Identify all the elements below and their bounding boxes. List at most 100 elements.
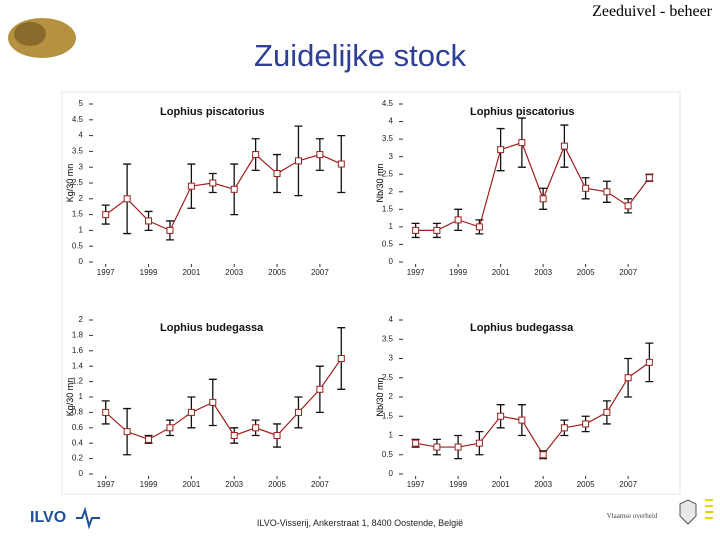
data-point [230, 432, 238, 439]
data-point [454, 216, 462, 224]
data-point [624, 374, 632, 382]
data-point [624, 202, 632, 210]
y-tick-label: 0 [79, 257, 84, 266]
x-tick-label: 2001 [182, 268, 200, 277]
data-point [337, 160, 345, 168]
x-tick-label: 1997 [407, 480, 425, 489]
x-tick-label: 2001 [492, 268, 510, 277]
data-point [273, 170, 281, 178]
y-tick-label: 1 [389, 222, 394, 231]
data-point [518, 416, 526, 424]
y-tick-label: 2.5 [382, 169, 394, 178]
data-point [433, 226, 441, 234]
y-tick-label: 1.5 [72, 210, 84, 219]
y-tick-label: 2.5 [72, 178, 84, 187]
data-point [603, 188, 611, 196]
data-point [123, 428, 131, 436]
data-point [102, 211, 110, 219]
data-point [454, 443, 462, 451]
lion-logo [679, 499, 697, 525]
y-tick-label: 1 [79, 392, 84, 401]
data-point [412, 439, 420, 447]
y-tick-label: 0.5 [382, 240, 394, 249]
data-point [166, 424, 174, 432]
data-point [475, 223, 483, 231]
chart-panel: Lophius piscatorius Nb/30 mn 0 0.5 1 1.5 2 2.5 3… [375, 99, 654, 277]
x-tick-label: 1999 [140, 480, 158, 489]
x-tick-label: 2005 [577, 268, 595, 277]
data-point [560, 142, 568, 150]
y-tick-label: 5 [79, 99, 84, 108]
y-tick-label: 2 [389, 187, 394, 196]
x-tick-label: 2003 [534, 268, 552, 277]
y-tick-label: 1.5 [382, 411, 394, 420]
fish-logo [8, 18, 76, 58]
data-point [230, 185, 238, 193]
x-tick-label: 2005 [577, 480, 595, 489]
data-point [102, 408, 110, 416]
y-tick-label: 3.5 [72, 147, 84, 156]
y-axis-label: Nb/30 mn [375, 377, 385, 416]
data-point [316, 385, 324, 393]
y-tick-label: 2 [79, 315, 84, 324]
y-tick-label: 2.5 [382, 373, 394, 382]
data-point [209, 179, 217, 187]
y-tick-label: 2 [79, 194, 84, 203]
chart-area [61, 91, 681, 495]
data-point [337, 355, 345, 362]
data-point [645, 174, 653, 182]
x-tick-label: 2007 [311, 480, 329, 489]
x-tick-label: 1997 [97, 268, 115, 277]
x-tick-label: 2007 [311, 268, 329, 277]
chart-panel: Lophius budegassa Kg/30 mn 0 0.2 0.4 0.6 0.8 1 1… [65, 315, 346, 489]
data-point [433, 443, 441, 451]
government-logo: Vlaamse overheid [607, 512, 658, 520]
y-tick-label: 4 [79, 131, 84, 140]
y-tick-label: 0.6 [72, 423, 84, 432]
data-point [145, 217, 153, 225]
y-tick-label: 1 [389, 431, 394, 440]
series-line [105, 358, 342, 441]
y-tick-label: 4 [389, 117, 394, 126]
x-tick-label: 1999 [140, 268, 158, 277]
x-tick-label: 2003 [534, 480, 552, 489]
data-point [316, 151, 324, 159]
y-tick-label: 0.2 [72, 454, 84, 463]
y-tick-label: 0.5 [72, 241, 84, 250]
data-point [412, 226, 420, 234]
x-tick-label: 2007 [619, 268, 637, 277]
y-axis-label: Kg/30 mn [65, 378, 75, 417]
data-point [582, 184, 590, 192]
y-tick-label: 4.5 [382, 99, 394, 108]
chart-panel: Lophius piscatorius Kg/30 mn 0 0.5 1 1.5 2 2.5 3… [65, 99, 346, 277]
y-tick-label: 1 [79, 226, 84, 235]
y-tick-label: 2 [389, 392, 394, 401]
data-point [252, 151, 260, 159]
y-tick-label: 0.8 [72, 408, 84, 417]
series-line [105, 153, 342, 232]
chart-title: Lophius budegassa [160, 322, 264, 334]
chart-title: Lophius piscatorius [160, 106, 265, 118]
chart-panel: Lophius budegassa Nb/30 mn 0 0.5 1 1.5 2 2.5 3 3.… [375, 315, 654, 489]
data-point [497, 412, 505, 420]
data-point [273, 432, 281, 439]
x-tick-label: 1997 [97, 480, 115, 489]
x-tick-label: 2001 [492, 480, 510, 489]
data-point [252, 424, 260, 432]
x-tick-label: 1999 [449, 268, 467, 277]
y-tick-label: 3.5 [382, 134, 394, 143]
fish-head [14, 22, 46, 46]
data-point [603, 408, 611, 416]
y-tick-label: 0.5 [382, 450, 394, 459]
data-point [209, 398, 217, 406]
logo-wave [76, 506, 100, 530]
flag-stripes [705, 499, 713, 519]
y-tick-label: 3.5 [382, 334, 394, 343]
slide-title: Zuidelijke stock [254, 38, 466, 73]
x-tick-label: 1997 [407, 268, 425, 277]
series-line [415, 361, 650, 456]
data-point [123, 195, 131, 203]
data-point [497, 146, 505, 154]
